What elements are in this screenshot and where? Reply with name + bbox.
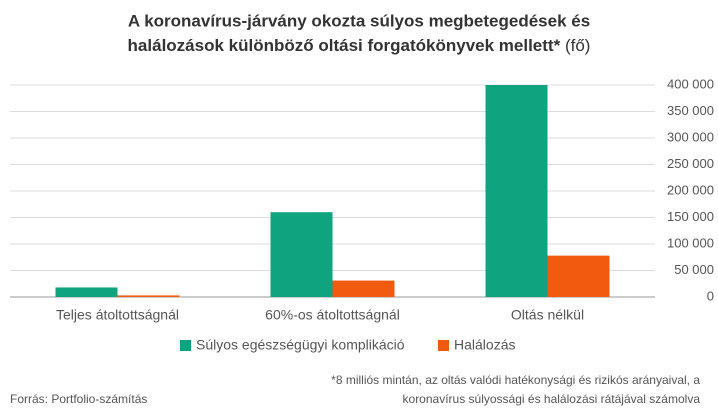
legend-label: Halálozás	[454, 337, 515, 353]
bar	[117, 295, 180, 297]
y-tick-label: 50 000	[674, 262, 714, 277]
footnote: koronavírus súlyossági és halálozási rát…	[403, 392, 701, 406]
chart-title-line: halálozások különböző oltási forgatóköny…	[128, 36, 561, 55]
chart-title-line: A koronavírus-járvány okozta súlyos megb…	[128, 11, 590, 30]
source: Forrás: Portfolio-számítás	[10, 392, 147, 406]
y-tick-label: 250 000	[667, 156, 714, 171]
chart-title-line: halálozások különböző oltási forgatóköny…	[128, 36, 591, 55]
legend-label: Súlyos egészségügyi komplikáció	[196, 337, 405, 353]
bar	[547, 255, 610, 297]
x-tick-label: Oltás nélkül	[511, 307, 584, 323]
legend-swatch	[180, 340, 191, 351]
y-tick-label: 350 000	[667, 103, 714, 118]
footnote: *8 milliós mintán, az oltás valódi haték…	[331, 373, 700, 387]
chart-unit: (fő)	[565, 36, 591, 55]
y-tick-label: 150 000	[667, 209, 714, 224]
bar	[485, 85, 548, 297]
legend-swatch	[438, 340, 449, 351]
y-tick-label: 400 000	[667, 76, 714, 91]
y-tick-label: 100 000	[667, 235, 714, 250]
bar	[55, 287, 118, 297]
y-tick-label: 300 000	[667, 129, 714, 144]
bar	[270, 212, 333, 297]
bar	[332, 280, 395, 297]
y-tick-label: 0	[707, 288, 714, 303]
y-tick-label: 200 000	[667, 182, 714, 197]
x-tick-label: Teljes átoltottságnál	[56, 307, 179, 323]
x-tick-label: 60%-os átoltottságnál	[265, 307, 400, 323]
